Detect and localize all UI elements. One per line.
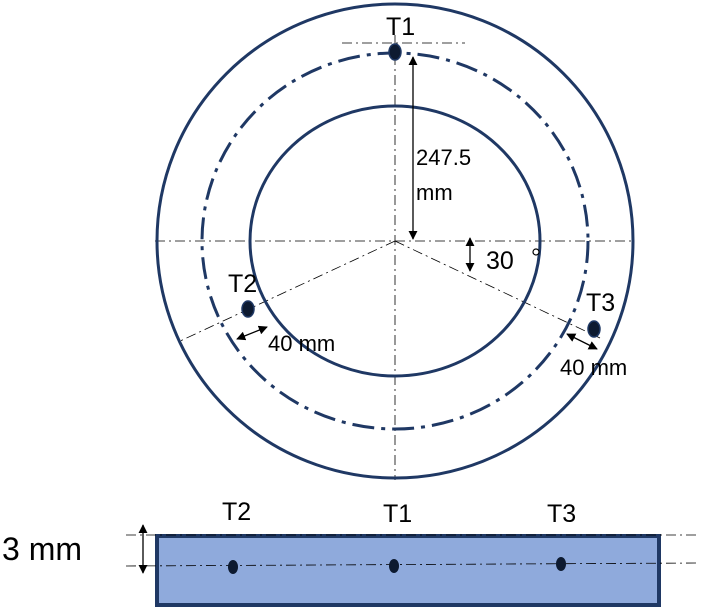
side-label-t2: T2	[222, 498, 251, 526]
spacing-label-t2: 40 mm	[268, 331, 335, 356]
label-t3: T3	[586, 289, 615, 317]
thickness-label: 3 mm	[2, 531, 82, 567]
plate-cross-section	[155, 534, 661, 607]
side-thermocouple-t1-marker	[389, 559, 399, 573]
side-view: T2 T1 T3 3 mm	[2, 498, 701, 607]
thermocouple-depth-line	[125, 562, 701, 567]
top-view: T1 T2 T3 247.5 mm 30 40 mm 40 mm	[155, 2, 635, 480]
radial-line-t2	[177, 240, 396, 343]
side-label-t1: T1	[383, 500, 412, 528]
radius-value-label: 247.5	[416, 145, 471, 170]
side-thermocouple-t2-marker	[228, 560, 238, 574]
angle-value-label: 30	[486, 247, 514, 275]
radial-line-t3	[394, 240, 601, 339]
radius-unit-label: mm	[416, 180, 453, 205]
thermocouple-t2-marker	[241, 300, 255, 318]
side-thermocouple-t3-marker	[556, 557, 566, 571]
spacing-arrow-t2	[236, 325, 268, 341]
thermocouple-t3-marker	[587, 320, 601, 338]
thermocouple-t1-marker	[388, 43, 402, 61]
side-label-t3: T3	[547, 500, 576, 528]
inner-ring	[248, 104, 542, 378]
label-t2: T2	[228, 270, 257, 298]
angle-reference-point	[532, 248, 540, 256]
spacing-arrow-t3	[566, 333, 598, 350]
outer-ring	[155, 2, 635, 480]
spacing-label-t3: 40 mm	[560, 355, 627, 380]
label-t1: T1	[386, 13, 415, 41]
